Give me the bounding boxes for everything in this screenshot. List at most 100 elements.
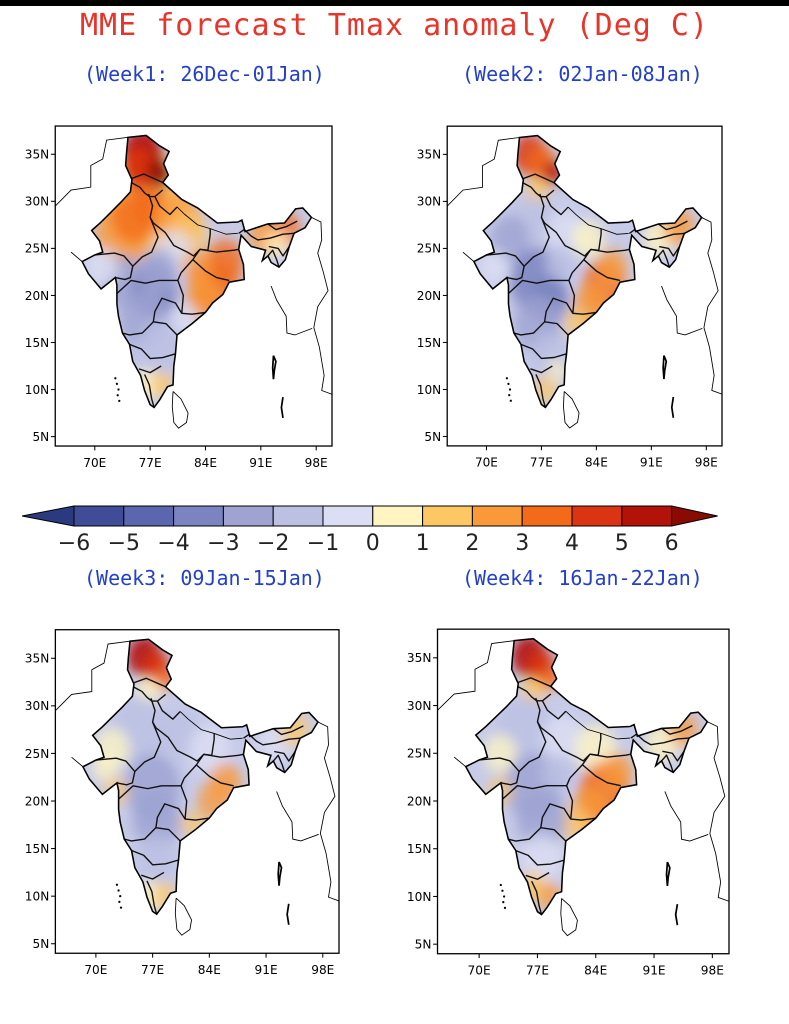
lat-tick-label: 10N — [25, 889, 50, 903]
colorbar-segment — [571, 505, 623, 527]
colorbar-label: 3 — [515, 531, 529, 556]
state-boundaries — [95, 677, 304, 915]
lat-tick-label: 20N — [407, 794, 432, 808]
colorbar-label: 6 — [665, 531, 679, 556]
lat-tick-label: 35N — [407, 651, 432, 665]
colorbar-label: 2 — [465, 531, 479, 556]
colorbar-label: −6 — [58, 531, 90, 556]
lat-tick-label: 30N — [25, 699, 50, 713]
lakshadweep-island — [503, 906, 507, 910]
lakshadweep-island — [117, 889, 120, 892]
lakshadweep-island — [119, 906, 123, 909]
state-boundaries — [486, 173, 688, 408]
lon-tick-label: 98E — [305, 456, 328, 470]
lakshadweep-island — [508, 393, 511, 397]
lat-tick-label: 25N — [25, 747, 50, 761]
lon-tick-label: 98E — [701, 964, 724, 978]
colorbar-segment — [173, 505, 224, 527]
colorbar-arrow-low — [21, 505, 75, 527]
anomaly-patch — [86, 248, 119, 287]
lat-tick-label: 25N — [25, 242, 49, 256]
lakshadweep-island — [119, 895, 122, 898]
lat-tick-label: 15N — [25, 842, 50, 856]
lon-tick-label: 91E — [640, 456, 663, 470]
lon-tick-label: 77E — [139, 456, 162, 470]
neighbour-borders — [54, 136, 333, 429]
top-border — [0, 0, 789, 6]
anomaly-patch — [541, 715, 584, 763]
lon-tick-label: 70E — [468, 964, 491, 978]
colorbar-label: −1 — [307, 531, 339, 556]
colorbar-label: 1 — [416, 531, 430, 556]
colorbar-segment — [422, 505, 473, 527]
lakshadweep-island — [508, 388, 512, 391]
colorbar-svg: −6 −5 −4 −3 −2 −1 0 1 2 3 4 5 6 — [21, 505, 718, 556]
lat-tick-label: 15N — [417, 336, 441, 350]
lat-tick-label: 35N — [417, 148, 441, 162]
lat-tick-label: 5N — [415, 938, 432, 952]
colorbar-label: 0 — [366, 531, 380, 556]
lon-tick-label: 91E — [642, 964, 665, 978]
anomaly-patch — [136, 834, 177, 882]
figure-title: MME forecast Tmax anomaly (Deg C) — [79, 8, 710, 43]
anomaly-patch — [572, 220, 605, 258]
colorbar-segment — [123, 505, 175, 527]
colorbar-segment — [322, 505, 374, 527]
colorbar-arrow-high — [671, 505, 718, 527]
lon-tick-label: 77E — [141, 963, 164, 977]
lat-tick-label: 15N — [25, 336, 49, 350]
anomaly-field — [82, 135, 312, 408]
lon-tick-label: 84E — [198, 963, 221, 977]
lon-tick-label: 70E — [475, 456, 498, 470]
lat-tick-label: 30N — [407, 699, 432, 713]
anomaly-patch — [545, 243, 577, 282]
lakshadweep-island — [499, 883, 502, 887]
lon-tick-label: 70E — [84, 963, 107, 977]
lat-tick-label: 5N — [32, 430, 49, 444]
lat-tick-label: 25N — [407, 747, 432, 761]
lat-tick-label: 30N — [25, 195, 49, 209]
colorbar-label: −5 — [108, 531, 140, 556]
colorbar-segment — [222, 505, 274, 527]
week2-map-panel: 35N 30N 25N 20N 15N 10N 5N 70E 77E 84E 91E 98E — [417, 99, 723, 499]
map-frame — [54, 125, 333, 447]
anomaly-patch — [520, 834, 563, 883]
anomaly-patch — [541, 753, 575, 792]
lakshadweep-island — [115, 883, 119, 886]
anomaly-patch — [480, 250, 509, 285]
colorbar-segment — [73, 505, 125, 527]
week3-map-panel: 35N 30N 25N 20N 15N 10N 5N 70E 77E 84E 91E 98E — [25, 603, 340, 1006]
colorbar-label: 4 — [565, 531, 579, 556]
lakshadweep-island — [502, 901, 505, 904]
week3-label: (Week3: 09Jan-15Jan) — [84, 566, 325, 590]
lakshadweep-island — [118, 900, 121, 903]
lakshadweep-island — [505, 377, 508, 380]
colorbar-segment — [621, 505, 673, 527]
map-frame — [436, 628, 730, 955]
lakshadweep-island — [501, 889, 504, 892]
week1-label: (Week1: 26Dec-01Jan) — [84, 62, 325, 86]
map-svg: 35N 30N 25N 20N 15N 10N 5N 70E 77E 84E 91E 98E — [25, 629, 340, 977]
week2-label: (Week2: 02Jan-08Jan) — [462, 62, 703, 86]
lon-tick-label: 77E — [526, 964, 549, 978]
colorbar-label: −2 — [257, 531, 289, 556]
lakshadweep-island — [114, 377, 117, 380]
colorbar-segment — [521, 505, 573, 527]
lat-tick-label: 35N — [25, 148, 49, 162]
lakshadweep-island — [503, 895, 506, 898]
lon-tick-label: 84E — [585, 456, 608, 470]
colorbar-segment — [471, 505, 523, 527]
lat-tick-label: 20N — [417, 289, 441, 303]
lakshadweep-island — [116, 394, 119, 397]
anomaly-patch — [596, 248, 628, 287]
lon-tick-label: 84E — [584, 964, 607, 978]
week4-map-panel: 35N 30N 25N 20N 15N 10N 5N 70E 77E 84E 91E 98E — [407, 603, 730, 1006]
lon-tick-label: 98E — [311, 963, 334, 977]
lakshadweep-island — [118, 399, 121, 402]
lon-tick-label: 77E — [530, 456, 553, 470]
lakshadweep-island — [117, 388, 120, 391]
anomaly-patch — [181, 248, 214, 287]
lon-tick-label: 70E — [83, 456, 106, 470]
map-svg: 35N 30N 25N 20N 15N 10N 5N 70E 77E 84E 91E 98E — [417, 125, 723, 470]
map-frame — [446, 125, 723, 447]
